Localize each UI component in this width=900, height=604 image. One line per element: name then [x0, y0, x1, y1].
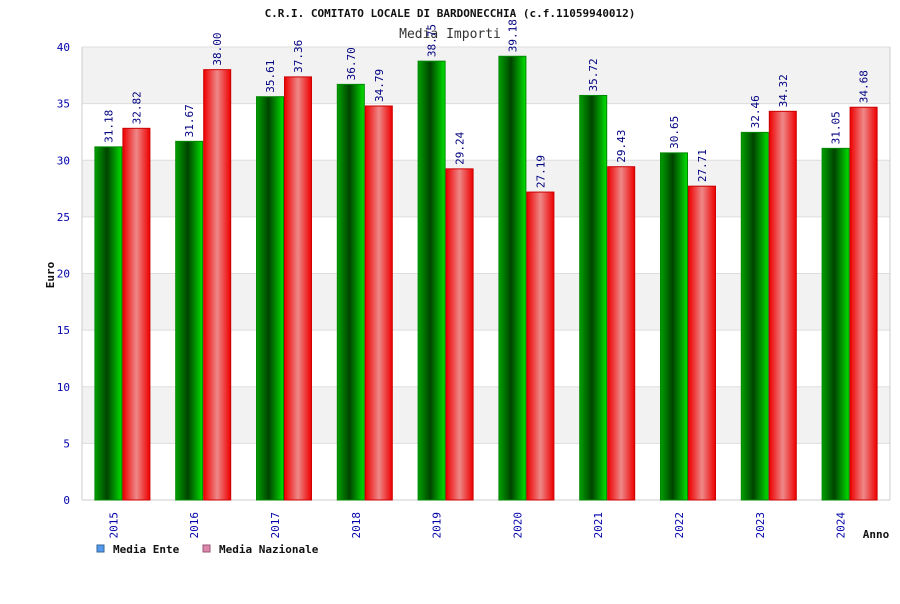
- bar-media-nazionale-2024: [849, 106, 878, 501]
- data-label-media-ente-2023: 32.46: [749, 95, 762, 128]
- bar-media-nazionale-2019: [445, 168, 474, 501]
- bar-media-nazionale-2015: [122, 127, 151, 501]
- y-tick-label: 30: [57, 154, 70, 167]
- data-label-media-ente-2015: 31.18: [102, 110, 115, 143]
- data-label-media-nazionale-2020: 27.19: [534, 155, 547, 188]
- bars-group: [94, 55, 878, 501]
- bar-media-ente-2020: [498, 55, 527, 501]
- bar-media-ente-2022: [660, 152, 688, 501]
- y-axis-ticks: 0 5 10 15 20 25 30 35 40: [57, 41, 70, 507]
- data-label-media-ente-2024: 31.05: [830, 111, 843, 144]
- data-label-media-ente-2019: 38.75: [426, 24, 439, 57]
- data-label-media-nazionale-2021: 29.43: [615, 130, 628, 163]
- y-tick-label: 40: [57, 41, 70, 54]
- y-tick-label: 15: [57, 324, 70, 337]
- x-tick-label-2018: 2018: [350, 512, 363, 539]
- x-axis-label: Anno: [863, 528, 890, 541]
- x-tick-label-2019: 2019: [431, 512, 444, 539]
- bar-media-ente-2017: [256, 96, 284, 501]
- data-label-media-ente-2020: 39.18: [506, 19, 519, 52]
- y-axis-label: Euro: [44, 261, 57, 288]
- bar-media-nazionale-2016: [203, 69, 232, 501]
- chart-subtitle: Media Importi: [399, 27, 501, 42]
- y-tick-label: 25: [57, 211, 70, 224]
- bar-media-ente-2015: [94, 146, 123, 501]
- bar-media-ente-2016: [175, 140, 204, 501]
- x-tick-label-2015: 2015: [107, 512, 120, 539]
- bar-media-ente-2023: [740, 131, 769, 501]
- y-tick-label: 20: [57, 268, 70, 281]
- bar-media-ente-2024: [821, 147, 850, 501]
- x-tick-label-2024: 2024: [835, 512, 848, 539]
- y-tick-label: 35: [57, 98, 70, 111]
- legend-label-media-nazionale: Media Nazionale: [219, 543, 319, 556]
- bar-media-nazionale-2021: [607, 166, 636, 501]
- data-label-media-ente-2016: 31.67: [183, 104, 196, 137]
- bar-media-ente-2019: [417, 60, 446, 501]
- data-labels-group: 31.18 32.82 31.67 38.00 35.61 37.36 36.70 34.79…: [102, 19, 870, 188]
- y-tick-label: 10: [57, 381, 70, 394]
- data-label-media-nazionale-2015: 32.82: [130, 91, 143, 124]
- data-label-media-nazionale-2018: 34.79: [373, 69, 386, 102]
- bar-media-ente-2021: [579, 94, 608, 501]
- legend: Media Ente Media Nazionale: [96, 543, 319, 556]
- chart-title: C.R.I. COMITATO LOCALE DI BARDONECCHIA (…: [265, 7, 636, 20]
- data-label-media-ente-2017: 35.61: [264, 60, 277, 93]
- data-label-media-nazionale-2023: 34.32: [777, 74, 790, 107]
- y-tick-label: 5: [63, 437, 70, 450]
- data-label-media-ente-2022: 30.65: [668, 116, 681, 149]
- bar-media-nazionale-2022: [688, 185, 716, 501]
- legend-swatch-media-ente: [96, 544, 105, 553]
- x-tick-label-2020: 2020: [511, 512, 524, 539]
- data-label-media-nazionale-2019: 29.24: [454, 131, 467, 164]
- bar-media-nazionale-2017: [284, 76, 312, 501]
- bar-media-nazionale-2023: [768, 110, 797, 501]
- x-axis-ticks: 2015 2016 2017 2018 2019 2020 2021 2022 2023 2024: [107, 512, 847, 539]
- x-tick-label-2017: 2017: [269, 512, 282, 539]
- data-label-media-nazionale-2022: 27.71: [696, 149, 709, 182]
- legend-label-media-ente: Media Ente: [113, 543, 180, 556]
- y-tick-label: 0: [63, 494, 70, 507]
- data-label-media-nazionale-2016: 38.00: [211, 33, 224, 66]
- x-tick-label-2023: 2023: [754, 512, 767, 539]
- bar-media-ente-2018: [336, 83, 365, 501]
- bar-media-nazionale-2018: [364, 105, 393, 501]
- data-label-media-nazionale-2017: 37.36: [292, 40, 305, 73]
- x-tick-label-2021: 2021: [592, 512, 605, 539]
- data-label-media-nazionale-2024: 34.68: [858, 70, 871, 103]
- data-label-media-ente-2021: 35.72: [587, 58, 600, 91]
- x-tick-label-2022: 2022: [673, 512, 686, 539]
- legend-swatch-media-nazionale: [202, 544, 211, 553]
- data-label-media-ente-2018: 36.70: [345, 47, 358, 80]
- x-tick-label-2016: 2016: [188, 512, 201, 539]
- bar-media-nazionale-2020: [526, 191, 555, 501]
